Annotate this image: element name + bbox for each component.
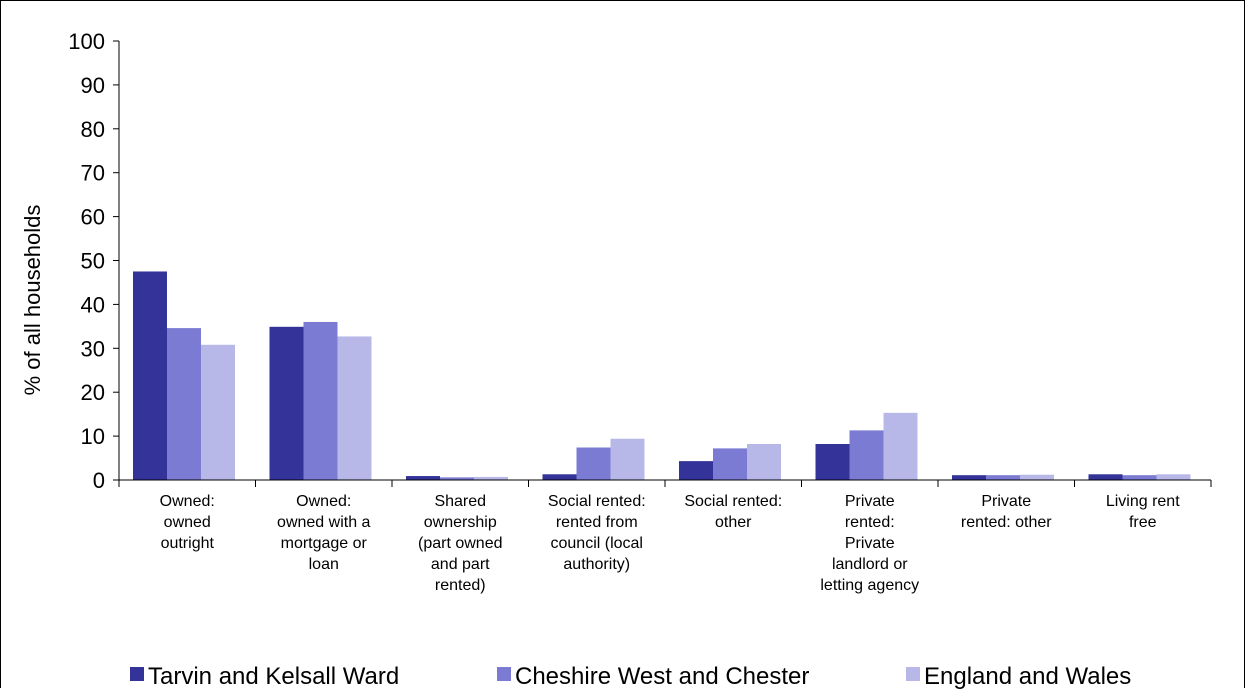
bar-1-2 bbox=[269, 326, 304, 480]
y-tick-label: 30 bbox=[81, 336, 105, 361]
legend: Tarvin and Kelsall Ward Cheshire West and… bbox=[130, 663, 1131, 689]
bar-1-1 bbox=[133, 271, 167, 480]
y-tick-label: 10 bbox=[81, 424, 105, 449]
bar-1-3 bbox=[406, 476, 440, 480]
y-tick-label: 40 bbox=[81, 292, 105, 317]
bar-3-6 bbox=[883, 412, 918, 480]
bar-3-2 bbox=[337, 336, 372, 480]
legend-swatch bbox=[497, 667, 511, 681]
bar-3-8 bbox=[1156, 474, 1191, 480]
x-tick-label: Private rented: Private landlord or letting … bbox=[820, 493, 919, 594]
bar-3-1 bbox=[201, 344, 235, 480]
bar-1-8 bbox=[1088, 474, 1123, 480]
bar-3-3 bbox=[474, 476, 508, 480]
bar-1-5 bbox=[679, 461, 713, 480]
bar-1-7 bbox=[952, 475, 986, 480]
legend-label: England and Wales bbox=[924, 663, 1131, 689]
x-tick-label: Social rented: other bbox=[684, 493, 782, 531]
y-tick-label: 60 bbox=[81, 205, 105, 230]
x-tick-label: Private rented: other bbox=[961, 493, 1052, 531]
legend-label: Tarvin and Kelsall Ward bbox=[148, 663, 399, 689]
legend-swatch bbox=[906, 667, 920, 681]
y-tick-label: 0 bbox=[93, 468, 105, 493]
y-tick-label: 100 bbox=[68, 29, 105, 54]
y-tick-label: 80 bbox=[81, 117, 105, 142]
legend-item-1: Tarvin and Kelsall Ward bbox=[130, 663, 399, 689]
bar-1-4 bbox=[542, 474, 577, 480]
y-tick-label: 50 bbox=[81, 249, 105, 274]
bar-3-7 bbox=[1020, 474, 1054, 480]
y-axis-label: % of all households bbox=[20, 205, 45, 396]
bar-2-7 bbox=[986, 475, 1020, 480]
bar-2-5 bbox=[713, 448, 747, 480]
legend-item-2: Cheshire West and Chester bbox=[497, 663, 809, 689]
bar-2-6 bbox=[849, 430, 884, 480]
y-tick-labels: 0 10 20 30 40 50 60 70 80 90 100 bbox=[68, 29, 105, 493]
y-tick-label: 90 bbox=[81, 73, 105, 98]
bar-3-4 bbox=[610, 438, 645, 480]
x-tick-label: Shared ownership (part owned and part rented… bbox=[418, 493, 503, 594]
legend-item-3: England and Wales bbox=[906, 663, 1131, 689]
legend-swatch bbox=[130, 667, 144, 681]
bar-3-5 bbox=[747, 444, 781, 480]
x-tick-label: Living rent free bbox=[1106, 493, 1180, 531]
x-tick-label: Social rented: rented from council (local a… bbox=[548, 493, 646, 573]
y-tick-label: 70 bbox=[81, 161, 105, 186]
bar-2-4 bbox=[576, 447, 611, 480]
bar-2-2 bbox=[303, 321, 338, 480]
x-tick-label: Owned: owned outright bbox=[160, 493, 215, 552]
bar-2-8 bbox=[1122, 475, 1157, 480]
legend-label: Cheshire West and Chester bbox=[515, 663, 809, 689]
bars-layer bbox=[133, 271, 1191, 480]
bar-2-1 bbox=[167, 328, 201, 480]
bar-2-3 bbox=[440, 477, 474, 480]
axes-layer bbox=[113, 40, 1212, 487]
y-tick-label: 20 bbox=[81, 380, 105, 405]
bar-1-6 bbox=[815, 444, 850, 480]
x-tick-labels: Owned: owned outright Owned: owned with a mor… bbox=[160, 493, 1181, 594]
x-tick-label: Owned: owned with a mortgage or loan bbox=[277, 493, 370, 573]
